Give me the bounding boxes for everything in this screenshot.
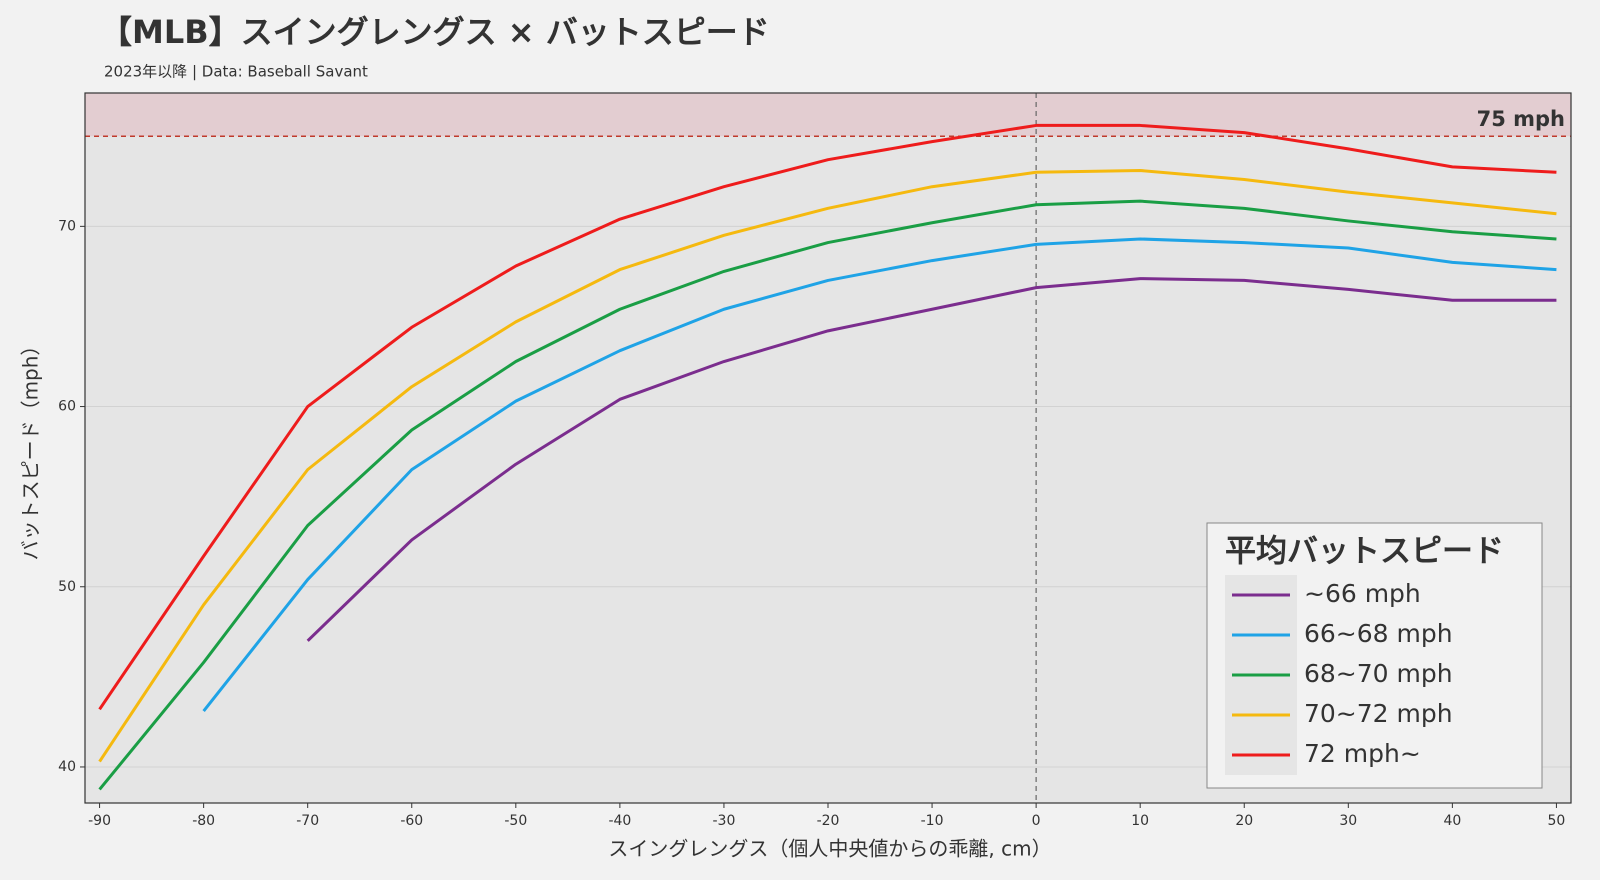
legend-label: 68~70 mph xyxy=(1304,659,1453,688)
chart-subtitle: 2023年以降 | Data: Baseball Savant xyxy=(104,63,368,81)
series-line xyxy=(98,199,1557,791)
x-tick-label: 20 xyxy=(1235,813,1253,829)
legend-label: 70~72 mph xyxy=(1304,699,1453,728)
y-tick-label: 60 xyxy=(58,399,76,415)
x-tick-label: 30 xyxy=(1339,813,1357,829)
y-tick-label: 50 xyxy=(58,579,76,595)
x-tick-label: -20 xyxy=(817,813,840,829)
x-tick-label: 40 xyxy=(1443,813,1461,829)
x-tick-label: -40 xyxy=(608,813,631,829)
x-tick-label: -30 xyxy=(713,813,736,829)
y-tick-label: 40 xyxy=(58,759,76,775)
threshold-band xyxy=(85,93,1571,137)
series-line xyxy=(202,237,1557,713)
x-tick-label: 50 xyxy=(1548,813,1566,829)
legend-label: 72 mph~ xyxy=(1304,739,1421,768)
legend-label: 66~68 mph xyxy=(1304,619,1453,648)
plot-border xyxy=(84,92,1572,804)
y-axis-label: バットスピード（mph） xyxy=(19,336,43,561)
x-tick-label: -80 xyxy=(192,813,215,829)
series-line xyxy=(306,277,1557,642)
legend-label: ~66 mph xyxy=(1304,579,1421,608)
y-tick-label: 70 xyxy=(58,218,76,234)
x-axis-label: スイングレングス（個人中央値からの乖離, cm） xyxy=(608,837,1051,861)
reference-label: 75 mph xyxy=(1477,107,1565,131)
x-tick-label: -60 xyxy=(400,813,423,829)
x-tick-label: -90 xyxy=(88,813,111,829)
x-tick-label: 10 xyxy=(1131,813,1149,829)
series-line xyxy=(98,123,1557,711)
x-tick-label: 0 xyxy=(1032,813,1041,829)
x-tick-label: -70 xyxy=(296,813,319,829)
x-tick-label: -10 xyxy=(921,813,944,829)
legend-title: 平均バットスピード xyxy=(1225,534,1504,570)
chart-title: 【MLB】スイングレングス × バットスピード xyxy=(100,13,770,51)
x-tick-label: -50 xyxy=(504,813,527,829)
series-line xyxy=(98,168,1557,763)
